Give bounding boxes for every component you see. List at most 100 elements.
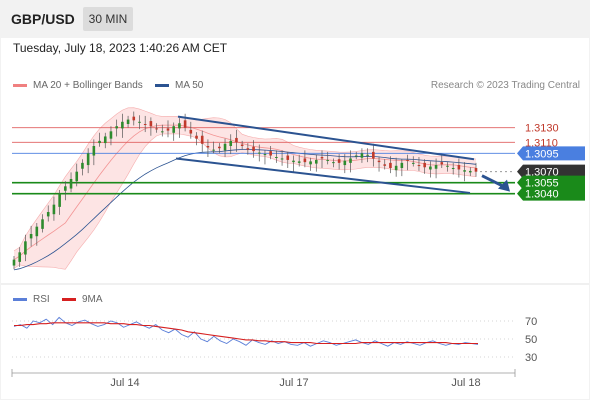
candle-body (41, 219, 44, 229)
candle-body (29, 234, 33, 239)
candle-body (58, 193, 61, 207)
candle-body (326, 159, 330, 161)
candle-body (354, 155, 358, 157)
ma50-swatch (155, 83, 169, 87)
rsi-swatch (13, 297, 27, 301)
candle-body (429, 166, 432, 170)
candle-body (349, 158, 352, 163)
candle-body (314, 159, 318, 164)
candle-body (195, 135, 198, 139)
rsi-legend: RSI (13, 294, 50, 305)
candle-body (400, 162, 404, 168)
candle-body (98, 140, 101, 144)
candle-body (440, 162, 444, 165)
price-tag-1.3095 (517, 146, 585, 161)
candle-body (178, 123, 181, 129)
bollinger-legend-label: MA 20 + Bollinger Bands (33, 80, 143, 91)
candle-body (52, 204, 56, 215)
candle-body (189, 129, 193, 134)
ma50-legend-label: MA 50 (175, 80, 204, 91)
candle-body (109, 131, 113, 139)
candle-body (121, 121, 124, 129)
channel-lower-line (175, 157, 471, 194)
rsi-tick-50: 50 (525, 334, 537, 346)
candle-body (223, 143, 227, 151)
candle-body (468, 170, 472, 173)
candle-body (360, 153, 364, 158)
level-label-1.3040: 1.3040 (525, 189, 559, 201)
candle-body (92, 146, 96, 156)
candle-body (366, 154, 369, 156)
candle-body (12, 259, 16, 266)
candle-body (457, 165, 461, 170)
candle-body (212, 149, 215, 151)
forecast-arrow-head (498, 179, 510, 192)
candle-body (46, 212, 50, 217)
rsi-series-RSI (13, 316, 479, 347)
research-credit: Research © 2023 Trading Central (430, 80, 580, 91)
x-tick-label: Jul 17 (279, 377, 308, 389)
rsi-legend-label: RSI (33, 294, 50, 305)
candle-body (280, 158, 284, 160)
candle-body (337, 159, 341, 163)
candle-body (451, 168, 455, 169)
candle-body (297, 161, 301, 163)
candle-body (126, 119, 130, 124)
candle-body (320, 157, 324, 159)
candle-body (138, 121, 141, 123)
candle-body (389, 162, 392, 168)
rsi-tick-30: 30 (525, 352, 537, 364)
price-tag-1.3040 (517, 186, 585, 201)
x-tick-label: Jul 14 (110, 377, 139, 389)
candle-body (200, 135, 204, 144)
candle-body (263, 154, 267, 156)
candle-body (257, 152, 261, 154)
candle-body (446, 165, 449, 167)
candle-body (235, 137, 238, 143)
candle-body (343, 160, 347, 166)
candle-body (18, 252, 22, 262)
candle-body (183, 120, 187, 128)
candle-body (69, 179, 73, 189)
candle-body (252, 146, 255, 152)
candle-body (206, 146, 210, 148)
candle-body (172, 126, 176, 133)
rsi-ma-swatch (62, 297, 76, 301)
rsi-ma-legend-label: 9MA (82, 294, 103, 305)
candle-body (383, 164, 387, 166)
candle-body (81, 162, 84, 169)
candle-body (149, 121, 153, 127)
candle-body (309, 161, 312, 165)
candle-body (35, 226, 39, 237)
candle-body (160, 131, 164, 133)
candle-body (143, 124, 147, 125)
symbol-title: GBP/USD (11, 11, 75, 27)
timestamp: Tuesday, July 18, 2023 1:40:26 AM CET (13, 41, 228, 55)
ma20-line (13, 124, 477, 261)
candle-body (24, 241, 27, 255)
candle-body (332, 162, 335, 164)
candle-body (275, 157, 278, 158)
candle-body (155, 128, 158, 130)
candle-body (292, 160, 295, 163)
candle-body (463, 170, 466, 172)
candle-body (246, 148, 250, 150)
candle-body (286, 155, 290, 160)
timeframe-button[interactable]: 30 MIN (83, 7, 133, 31)
candle-body (417, 165, 421, 167)
candle-body (474, 168, 478, 172)
rsi-tick-70: 70 (525, 316, 537, 328)
candle-body (372, 151, 375, 159)
candle-body (423, 162, 426, 168)
bollinger-upper-line (13, 107, 477, 252)
candle-body (103, 136, 107, 144)
candle-body (406, 159, 409, 161)
candle-body (115, 126, 118, 129)
level-label-1.3095: 1.3095 (525, 148, 559, 160)
price-tag-1.3070 (517, 164, 585, 179)
rsi-ma-legend: 9MA (62, 294, 103, 305)
x-tick-label: Jul 18 (451, 377, 480, 389)
channel-upper-line (177, 115, 475, 161)
candle-body (434, 165, 438, 169)
